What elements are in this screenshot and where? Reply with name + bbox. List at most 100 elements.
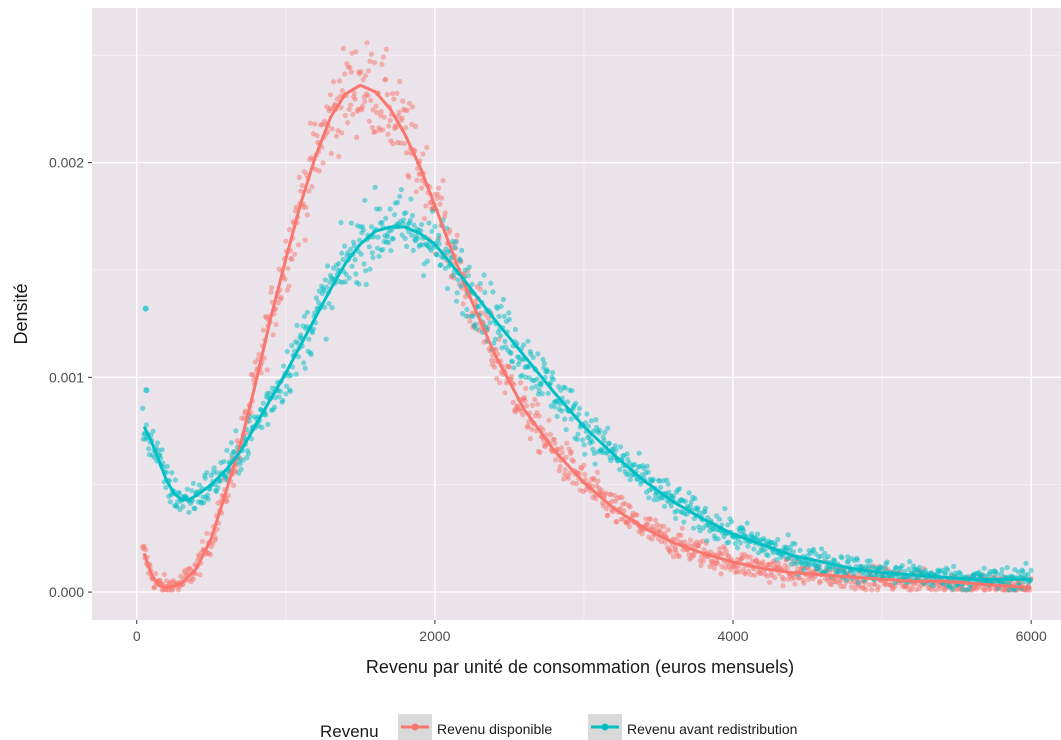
point-revenu-disponible [373,103,379,109]
x-tick-label: 4000 [717,628,748,644]
point-revenu-disponible [510,399,516,405]
point-revenu-avant-redistribution [430,208,436,214]
point-revenu-avant-redistribution [511,365,517,371]
point-revenu-avant-redistribution [673,515,679,522]
point-revenu-disponible [791,575,797,581]
point-revenu-avant-redistribution [775,537,781,543]
point-revenu-disponible [649,536,655,542]
point-revenu-avant-redistribution [491,340,497,346]
point-revenu-disponible [339,88,345,94]
point-revenu-avant-redistribution [762,547,768,553]
point-revenu-disponible [518,380,524,386]
point-revenu-avant-redistribution [550,376,557,382]
point-revenu-avant-redistribution [562,385,568,391]
point-revenu-avant-redistribution [787,544,794,550]
point-revenu-avant-redistribution [402,235,408,241]
point-revenu-avant-redistribution [388,248,394,254]
point-revenu-disponible [360,103,366,109]
point-revenu-disponible [400,98,406,104]
point-revenu-disponible [644,521,650,527]
point-revenu-avant-redistribution [362,197,368,203]
point-revenu-avant-redistribution [624,451,630,457]
point-revenu-avant-redistribution [357,237,363,243]
point-revenu-disponible [723,549,729,555]
point-revenu-avant-redistribution [269,385,275,391]
point-revenu-avant-redistribution [818,553,824,559]
point-revenu-avant-redistribution [434,251,440,258]
point-revenu-avant-redistribution [541,360,548,366]
point-revenu-disponible [270,332,276,338]
point-revenu-disponible [328,151,334,157]
point-revenu-avant-redistribution [464,306,470,312]
point-revenu-disponible [307,120,313,126]
point-revenu-avant-redistribution [559,408,565,414]
point-revenu-disponible [661,523,667,530]
point-revenu-avant-redistribution [238,466,244,472]
point-revenu-disponible [360,77,366,83]
point-revenu-avant-redistribution [224,447,230,453]
point-revenu-avant-redistribution [379,219,385,225]
point-revenu-disponible [869,587,875,593]
point-revenu-avant-redistribution [627,477,633,483]
point-revenu-disponible [396,109,402,116]
point-revenu-avant-redistribution [387,206,393,212]
point-revenu-disponible [856,571,862,578]
outlier-point [142,305,149,312]
point-revenu-avant-redistribution [966,586,972,592]
point-revenu-avant-redistribution [204,492,211,498]
point-revenu-avant-redistribution [569,388,575,394]
point-revenu-disponible [678,532,684,539]
point-revenu-avant-redistribution [650,476,656,483]
point-revenu-disponible [273,321,279,327]
point-revenu-avant-redistribution [375,234,381,240]
point-revenu-disponible [401,141,407,147]
point-revenu-avant-redistribution [525,338,531,344]
point-revenu-disponible [852,586,858,592]
point-revenu-disponible [278,294,284,300]
point-revenu-disponible [784,565,791,571]
point-revenu-avant-redistribution [816,562,823,568]
point-revenu-avant-redistribution [951,563,957,569]
point-revenu-avant-redistribution [602,429,608,435]
point-revenu-disponible [190,576,196,582]
point-revenu-avant-redistribution [408,196,414,202]
point-revenu-disponible [546,417,552,423]
point-revenu-disponible [621,508,627,514]
point-revenu-avant-redistribution [617,466,623,473]
point-revenu-disponible [293,204,299,210]
point-revenu-avant-redistribution [327,279,333,285]
point-revenu-avant-redistribution [906,566,912,573]
point-revenu-avant-redistribution [488,280,494,286]
point-revenu-disponible [700,558,706,564]
point-revenu-avant-redistribution [506,316,512,323]
point-revenu-avant-redistribution [1025,571,1031,577]
point-revenu-avant-redistribution [1028,567,1034,573]
point-revenu-avant-redistribution [159,447,165,453]
point-revenu-avant-redistribution [744,520,750,526]
point-revenu-disponible [561,476,567,482]
point-revenu-disponible [365,68,372,74]
point-revenu-avant-redistribution [534,376,540,382]
point-revenu-avant-redistribution [492,336,498,342]
point-revenu-avant-redistribution [404,243,410,249]
point-revenu-disponible [353,49,359,55]
point-revenu-avant-redistribution [690,525,697,531]
point-revenu-disponible [435,191,441,198]
point-revenu-avant-redistribution [702,505,709,511]
point-revenu-disponible [682,539,688,545]
point-revenu-disponible [639,531,645,537]
point-revenu-disponible [333,133,340,139]
point-revenu-avant-redistribution [184,486,190,492]
point-revenu-avant-redistribution [221,459,227,465]
point-revenu-avant-redistribution [294,322,300,328]
point-revenu-avant-redistribution [704,538,710,544]
point-revenu-disponible [336,153,342,159]
point-revenu-disponible [327,92,334,98]
point-revenu-avant-redistribution [455,277,461,283]
point-revenu-avant-redistribution [409,213,416,219]
point-revenu-avant-redistribution [146,446,152,452]
point-revenu-avant-redistribution [386,239,392,246]
point-revenu-avant-redistribution [244,455,250,461]
point-revenu-disponible [595,478,601,484]
point-revenu-avant-redistribution [942,571,949,577]
